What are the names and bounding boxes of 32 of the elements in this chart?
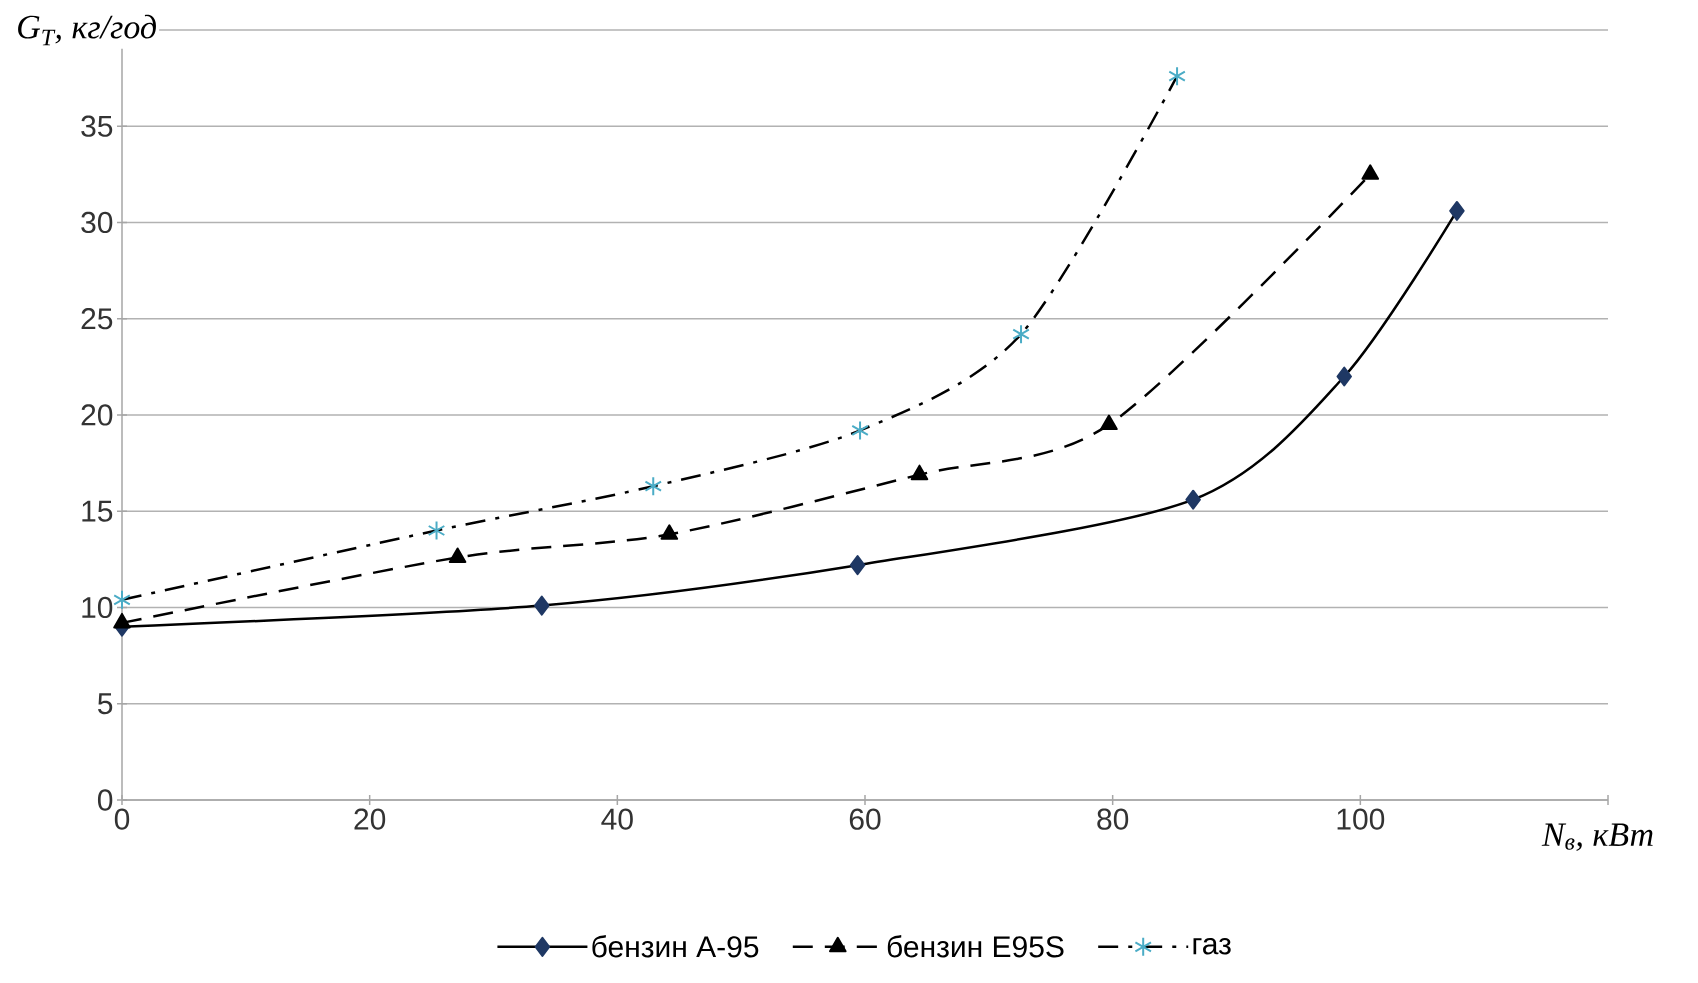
y-tick-label: 10 [82, 596, 113, 619]
legend-label: бензин E95S [887, 935, 1064, 958]
point [1012, 324, 1030, 345]
y-tick-label: 15 [82, 500, 113, 522]
point [534, 595, 550, 616]
legend-label: бензин А-95 [592, 935, 759, 958]
legend-label: газ [1193, 938, 1231, 955]
point [1100, 414, 1118, 431]
x-tick-label: 20 [354, 808, 386, 830]
point [1336, 366, 1352, 387]
point [1168, 66, 1186, 87]
y-tick-label: 5 [97, 693, 113, 715]
x-tick-label: 40 [601, 808, 633, 830]
y-tick-label: 35 [81, 115, 113, 137]
x-axis-title: N$_{в}$, кВт [1541, 823, 1653, 852]
y-tick-label: 25 [81, 308, 113, 330]
point [113, 589, 131, 610]
point [1449, 200, 1465, 221]
y-tick-label: 20 [81, 404, 113, 426]
y-axis-title: G$_{T}$, кг/год [18, 14, 156, 46]
x-tick-label: 60 [849, 808, 881, 830]
point [851, 420, 869, 441]
y-tick-label: 0 [97, 789, 113, 811]
x-tick-label: 80 [1097, 808, 1129, 830]
point [910, 464, 929, 481]
point [644, 476, 663, 497]
y-tick-label: 30 [81, 211, 113, 234]
x-tick-label: 0 [114, 808, 130, 830]
point [849, 555, 866, 576]
point [1185, 489, 1201, 510]
x-tick-label: 100 [1337, 808, 1385, 830]
point [427, 520, 446, 541]
